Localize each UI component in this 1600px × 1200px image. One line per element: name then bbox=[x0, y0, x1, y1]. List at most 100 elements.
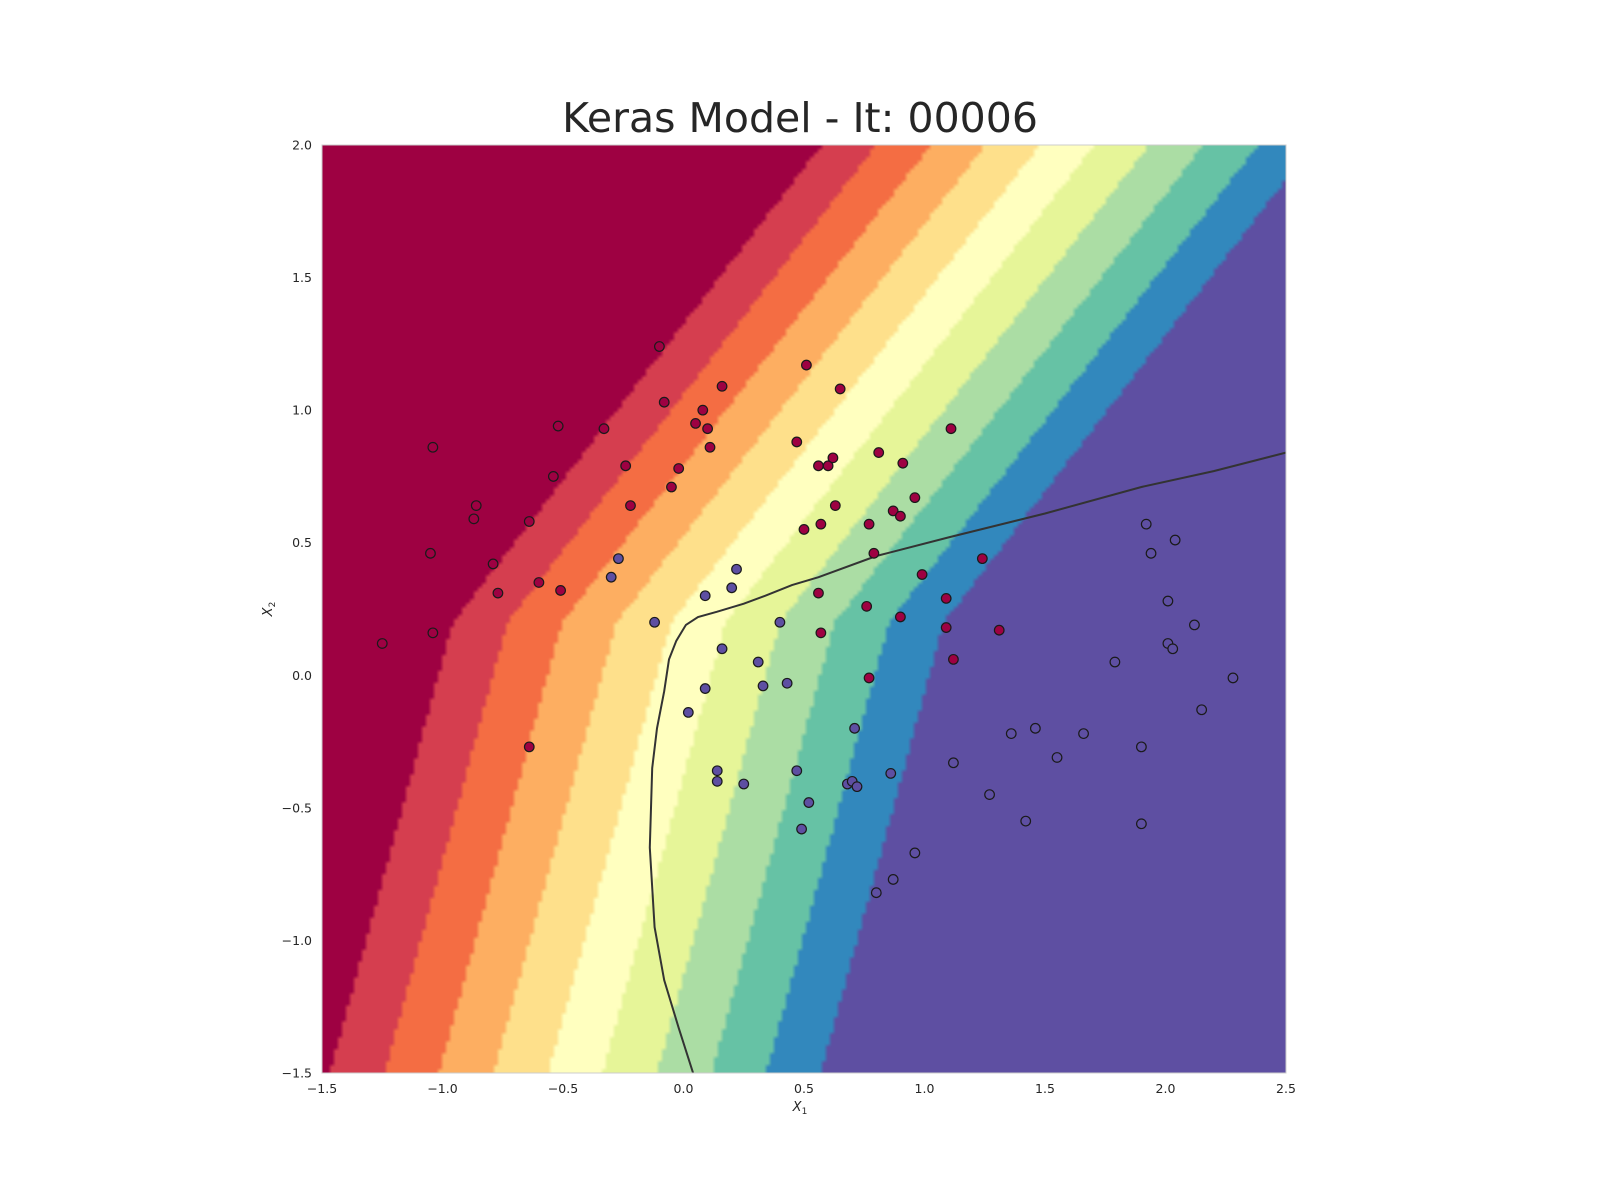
y-tick-label: −0.5 bbox=[282, 800, 312, 815]
scatter-point-series-1 bbox=[813, 460, 824, 472]
scatter-point-series-2 bbox=[613, 553, 624, 565]
scatter-point-series-2 bbox=[1020, 815, 1032, 827]
scatter-point-series-2 bbox=[1167, 643, 1179, 655]
scatter-point-series-2 bbox=[870, 887, 882, 899]
y-axis-label-sub: 2 bbox=[268, 602, 278, 608]
x-axis-label-sub: 1 bbox=[802, 1107, 808, 1117]
scatter-point-series-2 bbox=[752, 656, 764, 668]
scatter-point-series-2 bbox=[909, 847, 921, 859]
scatter-point-series-2 bbox=[1109, 656, 1121, 668]
scatter-point-series-2 bbox=[984, 789, 995, 800]
scatter-point-series-2 bbox=[1135, 741, 1147, 753]
scatter-point-series-1 bbox=[829, 500, 841, 511]
scatter-point-series-1 bbox=[552, 420, 564, 432]
scatter-point-series-1 bbox=[654, 341, 665, 352]
scatter-point-series-2 bbox=[726, 582, 738, 594]
y-tick-label: 0.0 bbox=[292, 668, 312, 683]
scatter-point-series-1 bbox=[492, 587, 504, 599]
y-axis-label-main: X bbox=[261, 606, 276, 617]
scatter-point-series-1 bbox=[827, 452, 839, 464]
scatter-point-series-2 bbox=[682, 707, 694, 718]
scatter-point-series-2 bbox=[803, 797, 815, 808]
scatter-point-series-1 bbox=[895, 611, 906, 623]
scatter-point-series-1 bbox=[822, 460, 834, 472]
scatter-point-series-1 bbox=[940, 622, 952, 633]
x-axis-label: X1 bbox=[792, 1100, 808, 1117]
scatter-point-series-1 bbox=[427, 627, 439, 639]
scatter-point-series-2 bbox=[948, 757, 959, 769]
scatter-point-series-1 bbox=[523, 741, 535, 753]
scatter-point-series-1 bbox=[673, 463, 685, 474]
y-tick-label: 1.5 bbox=[292, 270, 312, 285]
scatter-point-series-2 bbox=[649, 616, 660, 628]
decision-boundary-line bbox=[648, 451, 1286, 1073]
scatter-point-series-2 bbox=[731, 563, 742, 575]
scatter-point-series-1 bbox=[887, 505, 899, 517]
x-tick-label: −0.5 bbox=[548, 1081, 578, 1096]
scatter-point-series-1 bbox=[815, 627, 827, 639]
scatter-point-series-1 bbox=[555, 585, 566, 596]
x-tick-label: 0.5 bbox=[794, 1081, 814, 1096]
y-tick-label: −1.5 bbox=[282, 1066, 312, 1081]
scatter-point-series-1 bbox=[487, 558, 499, 570]
scatter-point-series-2 bbox=[849, 722, 861, 734]
x-tick-label: 2.5 bbox=[1276, 1081, 1296, 1096]
x-axis-ticks: −1.5 −1.0 −0.5 0.0 0.5 1.0 1.5 2.0 2.5 bbox=[307, 1081, 1296, 1096]
scatter-point-series-1 bbox=[897, 457, 909, 469]
scatter-point-series-2 bbox=[1145, 547, 1157, 559]
scatter-point-series-1 bbox=[813, 587, 824, 599]
scatter-point-series-1 bbox=[948, 653, 959, 665]
x-tick-label: 2.0 bbox=[1156, 1081, 1176, 1096]
scatter-point-series-1 bbox=[916, 569, 928, 580]
scatter-point-series-2 bbox=[1169, 534, 1181, 546]
x-tick-label: 1.0 bbox=[915, 1081, 935, 1096]
scatter-point-series-1 bbox=[598, 423, 610, 435]
x-tick-label: 1.5 bbox=[1035, 1081, 1055, 1096]
y-axis-label: X2 bbox=[261, 602, 278, 618]
scatter-point-series-1 bbox=[801, 359, 812, 371]
scatter-point-series-1 bbox=[861, 600, 873, 612]
scatter-point-series-2 bbox=[791, 765, 803, 777]
scatter-point-series-1 bbox=[620, 460, 632, 472]
scatter-point-series-1 bbox=[470, 500, 482, 511]
scatter-point-series-1 bbox=[834, 383, 846, 395]
scatter-point-series-2 bbox=[605, 571, 617, 583]
scatter-point-series-1 bbox=[863, 672, 875, 684]
scatter-point-series-2 bbox=[1196, 704, 1208, 716]
scatter-point-series-1 bbox=[533, 577, 545, 588]
scatter-point-series-2 bbox=[711, 775, 723, 787]
scatter-point-series-1 bbox=[940, 592, 952, 604]
scatter-point-series-1 bbox=[425, 547, 436, 559]
y-tick-label: 1.0 bbox=[292, 403, 312, 418]
scatter-point-series-2 bbox=[796, 823, 807, 835]
y-tick-label: 2.0 bbox=[292, 138, 312, 153]
scatter-point-series-2 bbox=[774, 616, 786, 628]
scatter-point-series-1 bbox=[702, 423, 713, 435]
scatter-point-series-2 bbox=[781, 677, 793, 689]
scatter-point-series-2 bbox=[885, 767, 897, 779]
y-tick-label: 0.5 bbox=[292, 535, 312, 550]
contour-fill bbox=[322, 145, 1286, 1073]
scatter-point-series-1 bbox=[993, 624, 1005, 636]
scatter-point-series-2 bbox=[1227, 672, 1239, 684]
scatter-point-series-2 bbox=[1140, 518, 1152, 530]
scatter-point-series-1 bbox=[523, 516, 535, 527]
scatter-point-series-2 bbox=[757, 680, 769, 692]
scatter-point-series-1 bbox=[909, 492, 921, 504]
scatter-point-series-1 bbox=[704, 441, 716, 453]
scatter-point-series-2 bbox=[1029, 722, 1041, 734]
scatter-point-series-2 bbox=[699, 590, 711, 602]
scatter-point-series-1 bbox=[716, 380, 728, 392]
x-tick-label: −1.0 bbox=[427, 1081, 457, 1096]
scatter-point-series-1 bbox=[868, 547, 880, 559]
scatter-point-series-2 bbox=[1162, 595, 1174, 607]
scatter-point-series-1 bbox=[945, 423, 957, 435]
contour-image bbox=[322, 145, 1286, 1073]
scatter-point-series-1 bbox=[791, 436, 803, 448]
scatter-point-series-1 bbox=[658, 396, 670, 408]
scatter-points-layer bbox=[376, 341, 1239, 899]
x-tick-label: 0.0 bbox=[674, 1081, 694, 1096]
scatter-point-series-2 bbox=[1078, 728, 1089, 740]
scatter-point-series-2 bbox=[1051, 752, 1063, 763]
